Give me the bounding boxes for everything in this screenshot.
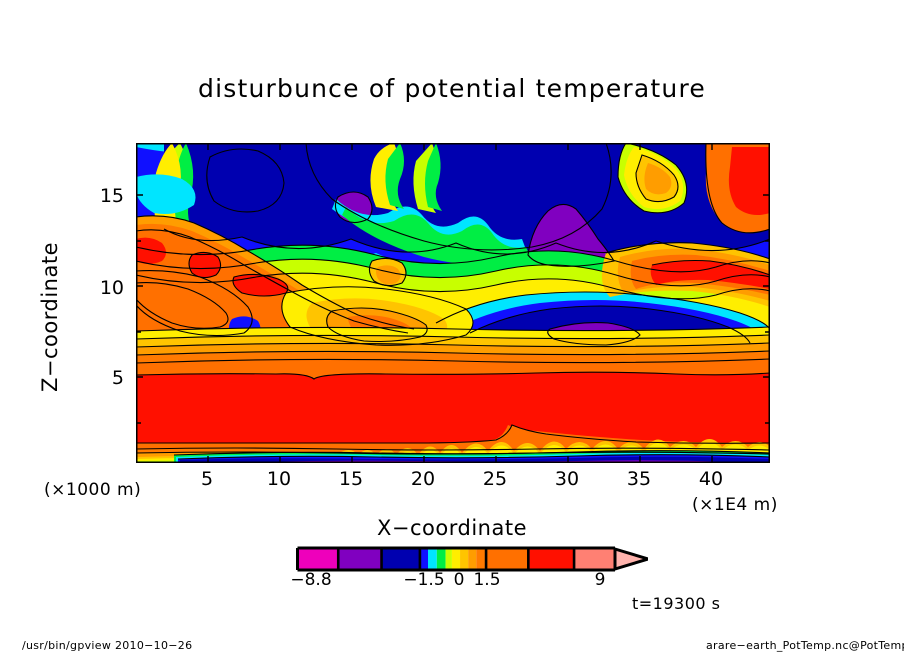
x-tick-25: 25 — [482, 468, 508, 490]
x-tick-10: 10 — [266, 468, 292, 490]
contour-plot-svg — [136, 143, 770, 463]
colorbar-tick-max: 9 — [594, 570, 606, 590]
y-axis-label: Z−coordinate — [38, 242, 62, 392]
colorbar-svg[interactable] — [296, 546, 654, 572]
x-tick-5: 5 — [200, 468, 214, 490]
colorbar-separators — [336, 548, 576, 570]
colorbar-band-5 — [436, 549, 446, 569]
colorbar-tick-zero: 0 — [453, 570, 465, 590]
colorbar-tick-min: −8.8 — [290, 570, 332, 590]
colorbar-band-4 — [428, 549, 437, 569]
x-axis-label: X−coordinate — [377, 516, 527, 540]
colorbar-arrow — [613, 546, 654, 572]
colorbar-band-1 — [338, 549, 382, 569]
x-tick-15: 15 — [338, 468, 364, 490]
colorbar-tick-neg15: −1.5 — [403, 570, 445, 590]
colorbar-outline — [296, 546, 615, 572]
colorbar-band-3 — [419, 549, 428, 569]
colorbar-band-0 — [296, 549, 339, 569]
colorbar-band-6 — [445, 549, 452, 569]
colorbar-band-13 — [574, 549, 615, 569]
page-title: disturbunce of potential temperature — [198, 74, 706, 103]
inner-tick-marks — [136, 143, 770, 463]
colorbar-band-8 — [460, 549, 469, 569]
colorbar[interactable] — [296, 546, 654, 572]
x-tick-40: 40 — [698, 468, 724, 490]
colorbar-band-11 — [486, 549, 529, 569]
x-axis-unit: (×1E4 m) — [692, 495, 778, 515]
colorbar-band-10 — [476, 549, 487, 569]
footer-right: arare−earth_PotTemp.nc@PotTemp — [706, 639, 904, 652]
colorbar-tick-pos15: 1.5 — [473, 570, 501, 590]
y-axis-unit: (×1000 m) — [44, 480, 142, 500]
colorbar-band-9 — [468, 549, 477, 569]
contour-plot — [136, 143, 770, 463]
contour-lines — [136, 143, 770, 460]
y-tick-5: 5 — [111, 367, 124, 389]
colorbar-bands — [296, 549, 615, 569]
x-tick-30: 30 — [554, 468, 580, 490]
time-label: t=19300 s — [632, 594, 721, 613]
colorbar-band-12 — [528, 549, 575, 569]
footer-left: /usr/bin/gpview 2010−10−26 — [22, 639, 193, 652]
colorbar-band-2 — [381, 549, 420, 569]
contour-bands — [136, 143, 770, 463]
y-tick-15: 15 — [99, 185, 124, 207]
x-tick-35: 35 — [626, 468, 652, 490]
colorbar-band-7 — [451, 549, 461, 569]
x-tick-20: 20 — [410, 468, 436, 490]
y-tick-10: 10 — [99, 277, 124, 299]
